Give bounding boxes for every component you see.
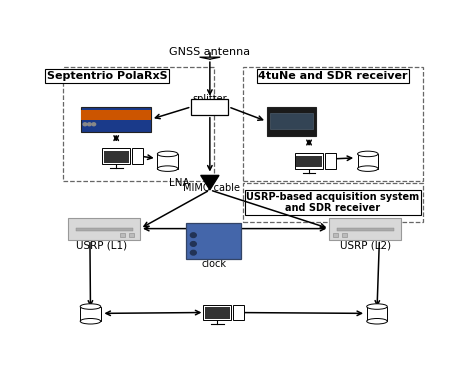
Bar <box>191 99 228 115</box>
Bar <box>186 224 241 258</box>
Bar <box>102 148 130 164</box>
Bar <box>68 218 140 240</box>
Circle shape <box>88 123 91 126</box>
Text: GNSS antenna: GNSS antenna <box>169 47 250 57</box>
Text: USRP (L1): USRP (L1) <box>76 240 127 251</box>
Bar <box>296 156 322 168</box>
Circle shape <box>191 241 196 246</box>
Text: LNA: LNA <box>169 178 190 188</box>
Bar <box>333 233 338 236</box>
Text: Septentrio PolaRxS: Septentrio PolaRxS <box>47 71 167 81</box>
Text: USRP (L2): USRP (L2) <box>340 240 392 251</box>
Ellipse shape <box>80 318 101 324</box>
Text: Rubidium
atomic
clock: Rubidium atomic clock <box>191 236 237 269</box>
Circle shape <box>191 251 196 255</box>
Bar <box>157 154 178 169</box>
Bar <box>205 307 230 319</box>
Circle shape <box>83 123 87 126</box>
Bar <box>132 148 143 164</box>
Bar <box>337 228 393 231</box>
Ellipse shape <box>157 166 178 171</box>
Bar <box>80 307 101 321</box>
Circle shape <box>92 123 96 126</box>
Bar <box>271 113 313 128</box>
Bar <box>129 233 134 236</box>
Bar <box>267 107 316 136</box>
Text: MIMO cable: MIMO cable <box>183 183 240 193</box>
Bar <box>203 305 231 320</box>
Bar <box>103 151 129 163</box>
Ellipse shape <box>367 304 387 309</box>
Polygon shape <box>200 57 220 59</box>
Text: 4tuNe and SDR receiver: 4tuNe and SDR receiver <box>258 71 408 81</box>
Text: USRP-based acquisition system
and SDR receiver: USRP-based acquisition system and SDR re… <box>246 192 419 213</box>
Bar <box>325 153 336 169</box>
Bar <box>82 107 151 132</box>
Bar <box>295 153 323 169</box>
Ellipse shape <box>357 166 378 171</box>
Ellipse shape <box>157 151 178 157</box>
Polygon shape <box>201 175 219 190</box>
Text: splitter: splitter <box>192 94 227 104</box>
Bar <box>233 305 245 320</box>
Bar <box>243 67 423 181</box>
Bar <box>329 218 401 240</box>
Bar <box>357 154 378 169</box>
Bar <box>243 183 423 222</box>
Ellipse shape <box>357 151 378 157</box>
Ellipse shape <box>80 304 101 309</box>
Circle shape <box>191 233 196 238</box>
Ellipse shape <box>367 318 387 324</box>
Bar <box>120 233 125 236</box>
Bar <box>367 307 387 321</box>
Bar <box>342 233 347 236</box>
Bar <box>76 228 133 231</box>
Bar <box>82 110 151 121</box>
Bar <box>63 67 213 181</box>
